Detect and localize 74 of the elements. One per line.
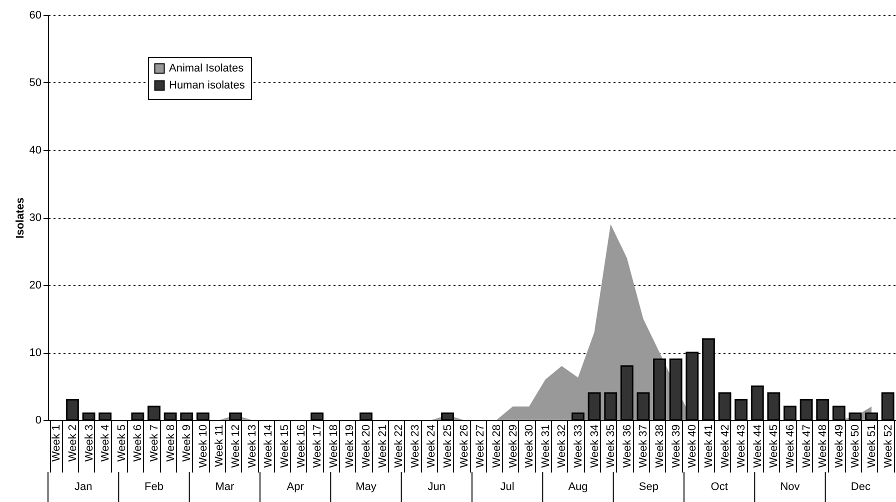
text: Aug — [568, 481, 588, 493]
y-axis-title: Isolates — [14, 198, 26, 238]
x-tick-label: Week 32 — [556, 424, 568, 468]
x-tick-label: Week 2 — [66, 424, 79, 462]
x-tick-label: Week 3 — [83, 424, 96, 462]
x-tick-label: Week 41 — [702, 424, 715, 468]
text: May — [356, 481, 377, 493]
x-tick-label: Week 9 — [181, 424, 194, 462]
x-tick-label: Week 1 — [50, 424, 63, 462]
x-tick-label: Week 37 — [638, 424, 650, 468]
x-tick-label: Week 15 — [278, 424, 291, 468]
y-tick-label: 40 — [29, 144, 42, 156]
x-tick-label: Week 12 — [230, 424, 242, 468]
x-tick-label: Week 10 — [197, 424, 210, 468]
y-tick-label: 30 — [29, 212, 42, 224]
x-tick-label: Week 11 — [214, 424, 226, 467]
x-tick-label: Week 26 — [458, 424, 470, 468]
x-tick-label: Week 45 — [768, 424, 780, 468]
x-tick-label: Week 18 — [328, 424, 340, 468]
y-tick-label: 0 — [35, 414, 42, 426]
x-tick-label: Week 49 — [833, 424, 846, 468]
text: Nov — [780, 481, 800, 493]
x-tick-label: Week 33 — [572, 424, 584, 468]
text: Dec — [850, 481, 871, 493]
x-tick-label: Week 51 — [866, 424, 878, 468]
x-tick-label: Week 44 — [752, 424, 764, 468]
x-tick-label: Week 24 — [426, 424, 438, 468]
x-tick-label: Week 30 — [524, 424, 536, 468]
text: Apr — [286, 481, 304, 493]
x-tick-label: Week 48 — [817, 424, 830, 468]
y-tick-label: 20 — [29, 280, 42, 292]
text: Sep — [638, 481, 658, 493]
text: Mar — [215, 481, 234, 493]
x-tick-label: Week 17 — [312, 424, 324, 468]
x-tick-label: Week 13 — [246, 424, 258, 468]
x-tick-label: Week 20 — [360, 424, 372, 468]
x-tick-label: Week 27 — [474, 424, 487, 468]
x-tick-label: Week 6 — [132, 424, 144, 462]
text: Feb — [144, 481, 164, 493]
x-tick-label: Week 28 — [490, 424, 503, 468]
x-tick-label: Week 42 — [719, 424, 732, 468]
x-tick-label: Week 35 — [605, 424, 618, 468]
x-tick-label: Week 22 — [393, 424, 406, 468]
x-tick-label: Week 19 — [344, 424, 356, 468]
x-tick-label: Week 36 — [621, 424, 634, 468]
x-tick-label: Week 52 — [882, 424, 894, 468]
legend-label: Animal Isolates — [169, 62, 244, 74]
y-tick-label: 50 — [29, 77, 42, 89]
x-tick-label: Week 47 — [800, 424, 813, 468]
text: Oct — [710, 481, 728, 493]
x-tick-label: Week 8 — [164, 424, 177, 462]
x-tick-label: Week 4 — [100, 424, 112, 462]
x-tick-label: Week 40 — [686, 424, 699, 468]
x-tick-label: Week 23 — [409, 424, 422, 468]
x-tick-label: Week 34 — [588, 424, 601, 468]
text: Jul — [500, 481, 514, 493]
x-tick-label: Week 46 — [784, 424, 796, 468]
x-tick-label: Week 7 — [148, 424, 160, 462]
text: Jan — [74, 481, 92, 493]
y-tick-label: 60 — [29, 10, 42, 22]
x-tick-label: Week 16 — [295, 424, 308, 468]
x-tick-label: Week 14 — [262, 424, 275, 468]
text: Jun — [428, 481, 446, 493]
x-tick-label: Week 50 — [850, 424, 862, 468]
x-tick-label: Week 43 — [736, 424, 748, 468]
x-tick-label: Week 5 — [116, 424, 128, 462]
y-tick-label: 10 — [29, 347, 42, 359]
x-tick-label: Week 39 — [670, 424, 682, 468]
x-tick-label: Week 29 — [507, 424, 520, 468]
x-tick-label: Week 38 — [654, 424, 666, 468]
legend-label: Human isolates — [169, 80, 246, 92]
x-tick-label: Week 31 — [540, 424, 552, 468]
x-tick-label: Week 25 — [442, 424, 454, 468]
x-tick-label: Week 21 — [376, 424, 389, 468]
